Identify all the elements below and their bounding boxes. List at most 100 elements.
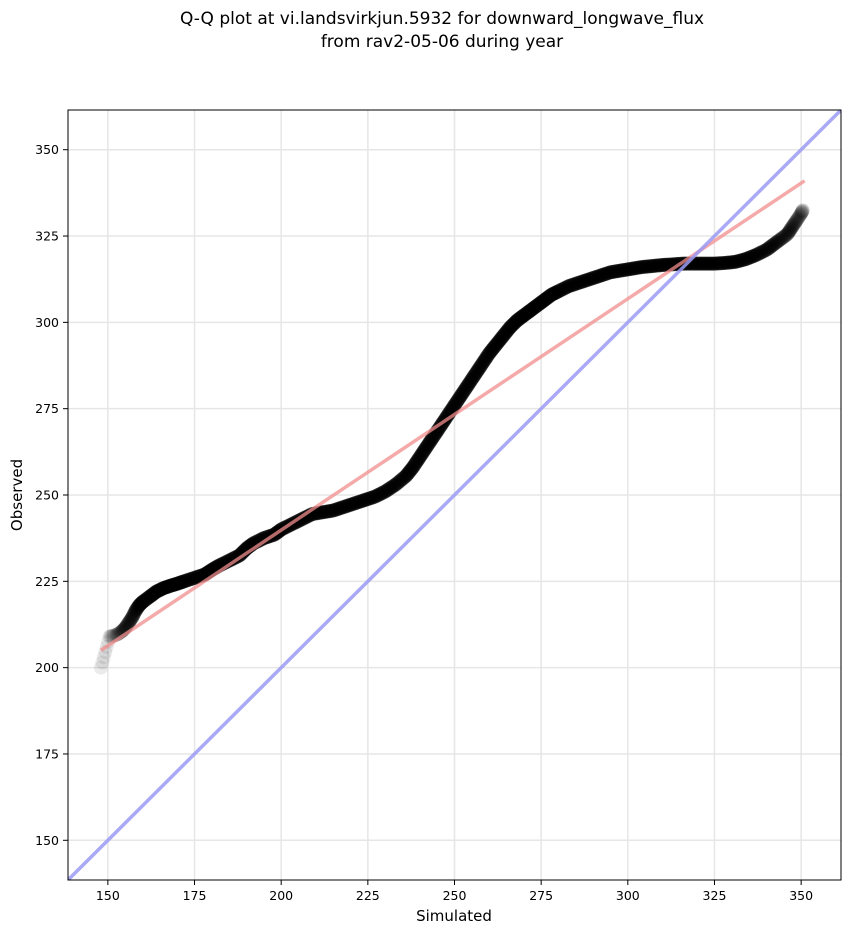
quantile-point: [96, 650, 111, 665]
quantile-point: [124, 611, 139, 626]
y-axis-ticks: 150 175 200 225 250 275 300 325 350: [35, 142, 68, 848]
quantile-point: [749, 248, 764, 263]
quantile-point: [787, 216, 802, 231]
quantile-point: [123, 612, 138, 627]
quantile-point: [774, 231, 789, 246]
quantile-point: [790, 212, 805, 227]
quantile-point: [126, 608, 141, 623]
quantile-point: [786, 218, 801, 233]
quantile-point: [93, 660, 108, 675]
x-axis-label: Simulated: [416, 907, 492, 925]
quantile-point: [790, 211, 805, 226]
quantile-point: [123, 613, 138, 628]
quantile-point: [787, 216, 802, 231]
quantile-point: [795, 203, 810, 218]
chart-title-line-2: from rav2-05-06 during year: [321, 32, 563, 52]
quantile-point: [121, 616, 136, 631]
quantile-point: [120, 617, 135, 632]
quantile-point: [102, 629, 117, 644]
quantile-point: [794, 206, 809, 221]
x-tick-label: 325: [703, 888, 727, 903]
quantile-point: [766, 237, 781, 252]
y-tick-label: 350: [35, 142, 59, 157]
quantile-point: [125, 610, 140, 625]
y-tick-label: 150: [35, 833, 59, 848]
quantile-point: [764, 239, 779, 254]
y-tick-label: 175: [35, 746, 59, 761]
quantile-point: [791, 210, 806, 225]
quantile-point: [765, 238, 780, 253]
x-tick-label: 200: [269, 888, 293, 903]
quantile-point: [793, 207, 808, 222]
quantile-point: [783, 222, 798, 237]
fit-line: [99, 179, 806, 652]
y-axis-label: Observed: [8, 459, 26, 531]
quantile-point: [782, 223, 797, 238]
quantile-point: [780, 226, 795, 241]
quantile-point: [789, 213, 804, 228]
quantile-point: [757, 243, 772, 258]
quantile-point: [773, 232, 788, 247]
y-tick-label: 225: [35, 574, 59, 589]
quantile-point: [121, 615, 136, 630]
quantile-point: [783, 222, 798, 237]
quantile-point: [795, 203, 810, 218]
identity-line: [68, 110, 841, 880]
y-tick-label: 200: [35, 660, 59, 675]
quantile-point: [795, 204, 810, 219]
quantile-point: [129, 602, 144, 617]
quantile-point: [759, 242, 774, 257]
quantile-point: [132, 597, 147, 612]
quantile-point: [130, 600, 145, 615]
x-tick-label: 175: [183, 888, 207, 903]
quantile-point: [791, 210, 806, 225]
quantile-point: [795, 204, 810, 219]
quantile-point: [785, 219, 800, 234]
quantile-point: [784, 221, 799, 236]
y-tick-label: 325: [35, 229, 59, 244]
x-axis-ticks: 150 175 200 225 250 275 300 325 350: [96, 880, 813, 903]
quantile-point: [780, 227, 795, 242]
quantile-point: [779, 228, 794, 243]
quantile-point: [784, 220, 799, 235]
quantile-point: [794, 206, 809, 221]
quantile-point: [786, 217, 801, 232]
quantile-point: [122, 614, 137, 629]
quantile-point: [126, 607, 141, 622]
quantile-point: [747, 248, 762, 263]
quantile-point: [792, 209, 807, 224]
plot-area: [68, 110, 841, 880]
quantile-point: [130, 601, 145, 616]
y-tick-label: 250: [35, 488, 59, 503]
quantile-point: [128, 604, 143, 619]
quantile-point: [794, 205, 809, 220]
quantile-point: [756, 244, 771, 259]
quantile-point: [754, 245, 769, 260]
quantile-point: [750, 247, 765, 262]
quantile-point: [95, 655, 110, 670]
quantile-point: [768, 235, 783, 250]
quantile-point: [772, 233, 787, 248]
quantile-point: [788, 214, 803, 229]
quantile-point: [762, 240, 777, 255]
quantile-point: [767, 236, 782, 251]
quantile-point: [122, 614, 137, 629]
quantile-point: [776, 229, 791, 244]
y-tick-label: 300: [35, 315, 59, 330]
quantile-point: [129, 601, 144, 616]
quantile-point: [125, 609, 140, 624]
quantile-point: [792, 208, 807, 223]
chart-title-line-1: Q-Q plot at vi.landsvirkjun.5932 for dow…: [180, 9, 704, 29]
quantile-point: [781, 225, 796, 240]
x-tick-label: 225: [356, 888, 380, 903]
quantile-point: [760, 241, 775, 256]
y-tick-label: 275: [35, 401, 59, 416]
x-tick-label: 350: [789, 888, 813, 903]
quantile-point: [127, 605, 142, 620]
x-tick-label: 250: [443, 888, 467, 903]
quantile-point: [775, 230, 790, 245]
quantile-point: [788, 215, 803, 230]
quantile-point: [769, 235, 784, 250]
